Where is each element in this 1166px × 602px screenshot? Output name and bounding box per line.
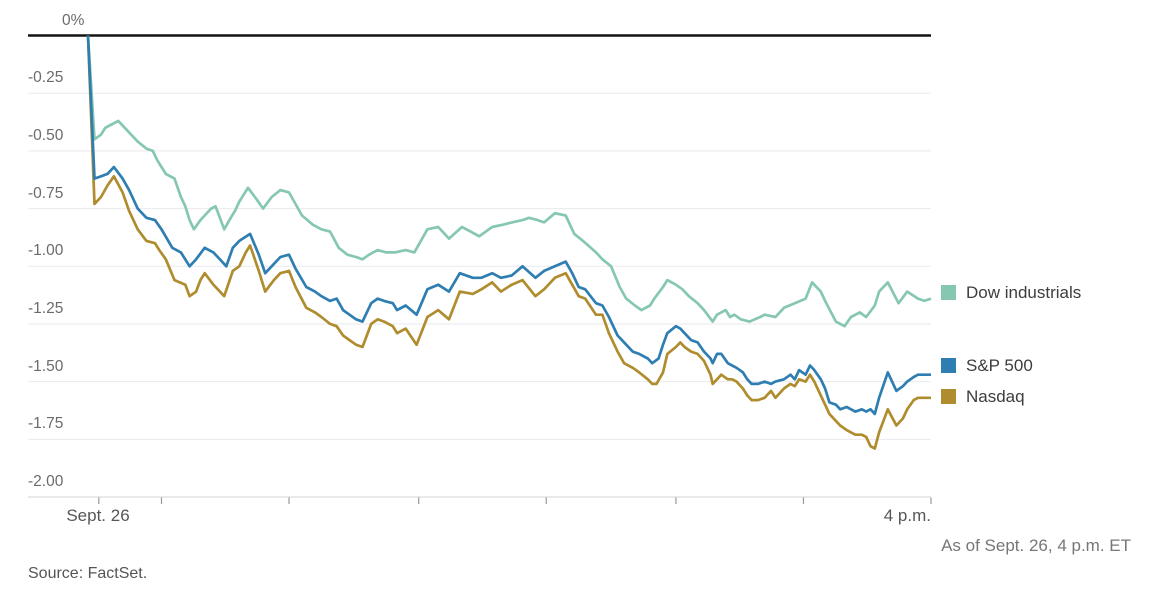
x-axis-label-start: Sept. 26: [66, 506, 130, 525]
y-axis-label: -0.25: [28, 69, 64, 87]
series-line-nasdaq: [86, 35, 931, 450]
nasdaq-swatch-icon: [941, 389, 956, 404]
dow-swatch-icon: [941, 285, 956, 300]
legend-item-nasdaq: Nasdaq: [941, 388, 1025, 405]
legend-item-dow: Dow industrials: [941, 284, 1081, 301]
series-line-dow-industrials: [86, 35, 932, 328]
y-axis-label: -1.75: [28, 415, 64, 433]
y-axis-label: -2.00: [28, 473, 64, 490]
y-axis-label: -1.50: [28, 357, 64, 375]
as-of-note: As of Sept. 26, 4 p.m. ET: [941, 536, 1131, 555]
y-axis-label: -1.00: [28, 242, 64, 260]
y-axis-label: -0.75: [28, 184, 64, 202]
sp500-swatch-icon: [941, 358, 956, 373]
y-axis-label: 0%: [62, 11, 85, 29]
legend-item-sp500: S&P 500: [941, 357, 1033, 374]
series-line-s-p-500: [86, 35, 931, 416]
source-note: Source: FactSet.: [28, 565, 148, 582]
x-axis-label-end: 4 p.m.: [883, 506, 931, 525]
legend-label-sp500: S&P 500: [966, 356, 1033, 375]
y-axis-label: -0.50: [28, 126, 64, 144]
y-axis-label: -1.25: [28, 299, 64, 317]
legend-label-nasdaq: Nasdaq: [966, 387, 1025, 406]
legend-label-dow: Dow industrials: [966, 283, 1082, 302]
